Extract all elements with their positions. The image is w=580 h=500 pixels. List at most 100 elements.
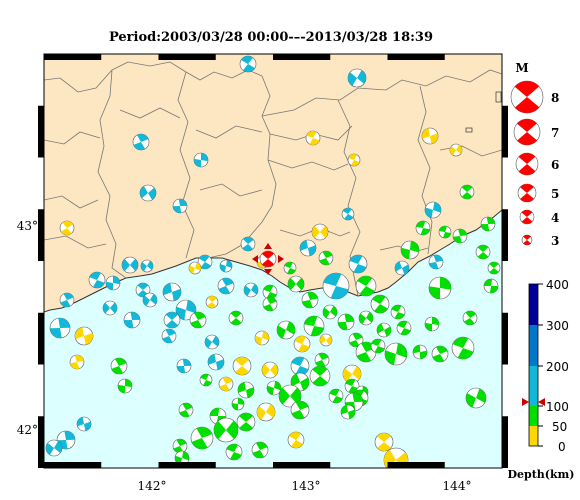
earthquake-event — [162, 282, 182, 302]
earthquake-event — [415, 220, 431, 236]
earthquake-event — [390, 304, 406, 320]
lon-label-143: 143° — [292, 479, 321, 493]
earthquake-event — [254, 330, 270, 346]
earthquake-event — [283, 261, 297, 275]
earthquake-event — [193, 152, 209, 168]
earthquake-event — [347, 68, 367, 88]
earthquake-event — [314, 352, 330, 368]
earthquake-event — [117, 378, 133, 394]
magnitude-legend-ball-7 — [513, 118, 541, 146]
earthquake-event — [438, 225, 452, 239]
earthquake-event — [251, 441, 269, 459]
earthquake-event — [459, 184, 475, 200]
earthquake-event — [219, 259, 233, 273]
earthquake-event — [262, 296, 278, 312]
earthquake-event — [424, 316, 440, 332]
earthquake-event — [322, 304, 338, 320]
earthquake-event — [318, 250, 334, 266]
earthquake-event — [449, 143, 463, 157]
earthquake-event — [452, 228, 468, 244]
earthquake-event — [139, 184, 157, 202]
magnitude-legend-label-8: 8 — [551, 91, 559, 105]
lon-label-144: 144° — [443, 479, 472, 493]
magnitude-legend-label-6: 6 — [551, 158, 559, 172]
earthquake-event — [342, 364, 362, 384]
earthquake-event — [278, 384, 302, 408]
earthquake-event — [384, 342, 408, 366]
red-star-event-marker-icon — [252, 243, 284, 275]
earthquake-event — [45, 439, 63, 457]
colorbar-300-400 — [529, 284, 538, 325]
earthquake-event — [261, 361, 279, 379]
earthquake-event — [232, 356, 252, 376]
earthquake-event — [123, 311, 141, 329]
earthquake-event — [322, 272, 350, 300]
earthquake-event — [376, 322, 392, 338]
earthquake-event — [218, 376, 234, 392]
earthquake-event — [189, 311, 207, 329]
earthquake-event — [293, 335, 311, 353]
earthquake-event — [140, 259, 154, 273]
earthquake-event — [262, 284, 278, 300]
earthquake-event — [59, 220, 75, 236]
earthquake-event — [394, 260, 410, 276]
earthquake-event — [400, 240, 420, 260]
earthquake-event — [483, 278, 499, 294]
frame-tick-bars — [38, 54, 508, 468]
earthquake-event — [412, 344, 428, 360]
colorbar-100-200 — [529, 366, 538, 406]
earthquake-event — [287, 275, 305, 293]
lat-label-42: 42° — [17, 423, 38, 437]
earthquake-event — [163, 311, 181, 329]
depth-marker-left-icon — [522, 398, 529, 406]
earthquake-event — [475, 244, 491, 260]
earthquake-event — [290, 356, 310, 376]
lon-label-142: 142° — [138, 479, 167, 493]
earthquake-event — [424, 201, 442, 219]
earthquake-event — [197, 254, 213, 270]
earthquake-event — [340, 404, 356, 420]
earthquake-event — [76, 416, 92, 432]
earthquake-event — [178, 402, 194, 418]
earthquake-event — [309, 365, 331, 387]
earthquake-event — [341, 207, 355, 221]
earthquake-event — [176, 358, 192, 374]
earthquake-event — [370, 338, 386, 354]
earthquake-event — [175, 299, 197, 321]
earthquake-event — [236, 412, 256, 432]
earthquake-event — [207, 353, 225, 371]
earthquake-event — [358, 310, 374, 326]
earthquake-event — [299, 239, 317, 257]
earthquake-event — [88, 271, 106, 289]
earthquake-event — [105, 275, 121, 291]
earthquake-event — [205, 295, 219, 309]
earthquake-event — [204, 334, 220, 350]
depth-colorbar: 400 300 200 100 50 0 — [522, 278, 569, 454]
earthquake-event — [396, 320, 412, 336]
earthquake-event — [451, 336, 475, 360]
earthquake-event — [347, 153, 361, 167]
earthquake-event — [276, 320, 296, 340]
map-title: Period:2003/03/28 00:00-–-2013/03/28 18:… — [108, 30, 434, 45]
colorbar-200-300 — [529, 325, 538, 366]
earthquake-event — [428, 276, 452, 300]
earthquake-event — [421, 127, 439, 145]
earthquake-event — [74, 326, 94, 346]
earthquake-event — [172, 438, 188, 454]
colorbar-label-100: 100 — [546, 400, 569, 414]
earthquake-event — [102, 300, 118, 316]
subprefecture-borders — [44, 61, 502, 297]
earthquake-event — [59, 292, 75, 308]
earthquake-event — [337, 313, 355, 331]
earthquake-event — [228, 310, 244, 326]
earthquake-event — [428, 254, 444, 270]
earthquake-event — [49, 317, 71, 339]
earthquake-event — [217, 277, 235, 295]
earthquake-event — [355, 341, 377, 363]
colorbar-label-200: 200 — [546, 360, 569, 374]
earthquake-event — [239, 55, 257, 73]
colorbar-label-400: 400 — [546, 278, 569, 292]
earthquake-event — [328, 388, 344, 404]
island — [465, 127, 473, 133]
